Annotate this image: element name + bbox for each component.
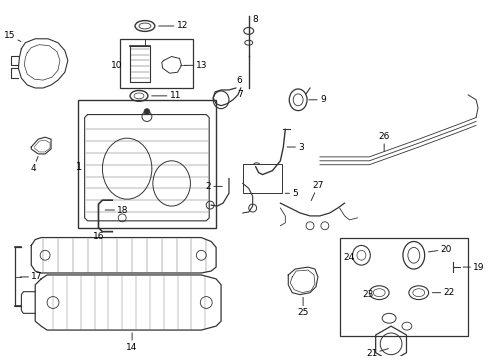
Text: 6: 6	[235, 76, 241, 85]
Text: 5: 5	[285, 189, 297, 198]
Text: 13: 13	[184, 61, 207, 70]
Text: 9: 9	[308, 95, 325, 104]
Text: 4: 4	[30, 157, 38, 173]
Text: 10: 10	[110, 61, 122, 70]
Text: 27: 27	[310, 181, 323, 201]
Circle shape	[143, 109, 150, 114]
Text: 18: 18	[105, 206, 128, 215]
Bar	[78, 100, 216, 228]
Text: 2: 2	[205, 182, 222, 191]
Text: 12: 12	[158, 22, 187, 31]
Text: 25: 25	[297, 297, 308, 318]
Text: 8: 8	[252, 15, 258, 24]
Text: 21: 21	[365, 348, 387, 358]
Bar	[120, 39, 193, 88]
Text: 20: 20	[427, 245, 451, 254]
Bar	[339, 238, 467, 336]
Text: 1: 1	[76, 162, 81, 172]
Text: 11: 11	[151, 91, 181, 100]
Text: 19: 19	[462, 262, 484, 271]
Text: 3: 3	[286, 143, 303, 152]
Text: 26: 26	[378, 132, 389, 151]
Text: 22: 22	[431, 288, 454, 297]
Text: 16: 16	[92, 233, 104, 242]
Text: 24: 24	[343, 253, 354, 262]
Text: 15: 15	[4, 31, 21, 41]
Text: 7: 7	[237, 90, 243, 99]
Text: 23: 23	[361, 290, 372, 299]
Bar	[243, 164, 282, 193]
Text: 14: 14	[126, 333, 138, 352]
Text: 17: 17	[20, 273, 42, 282]
